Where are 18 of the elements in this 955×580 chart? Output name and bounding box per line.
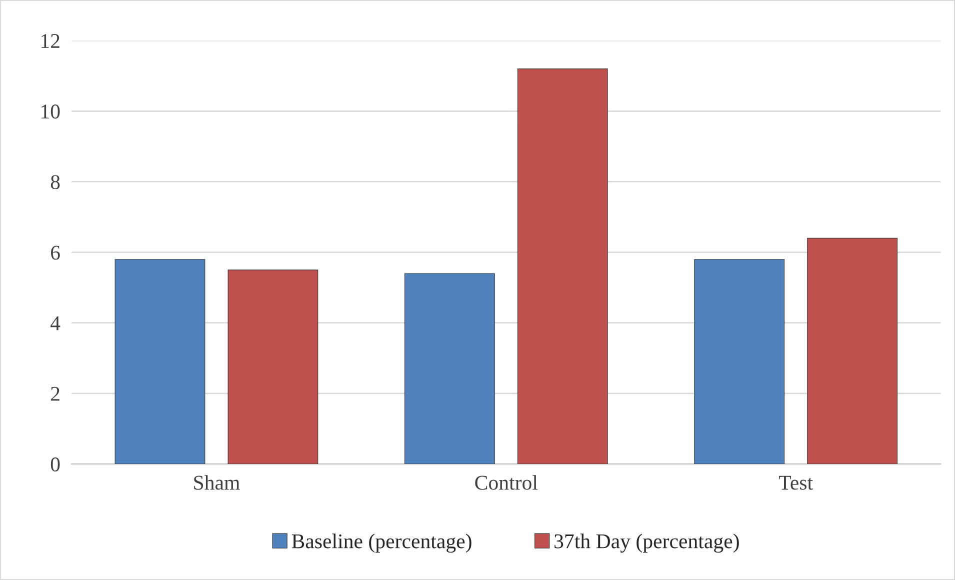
y-tick-label: 2 <box>51 386 60 401</box>
bar <box>517 68 608 464</box>
bar <box>404 273 495 464</box>
y-tick-label: 0 <box>50 457 60 472</box>
y-tick-label: 8 <box>50 175 60 190</box>
y-tick-label: 6 <box>50 246 60 260</box>
bar <box>807 238 898 464</box>
y-tick-label: 4 <box>50 316 60 330</box>
y-tick-label: 10 <box>42 104 60 119</box>
bar <box>228 270 318 464</box>
legend-label: Baseline (percentage) <box>292 534 472 553</box>
bar <box>114 259 206 464</box>
x-tick-label: Sham <box>194 475 240 490</box>
x-tick-label: Control <box>475 475 538 490</box>
x-tick-label: Test <box>779 476 813 490</box>
y-tick-label: 12 <box>42 34 60 48</box>
bar <box>694 259 785 464</box>
legend-label: 37th Day (percentage) <box>554 534 739 553</box>
